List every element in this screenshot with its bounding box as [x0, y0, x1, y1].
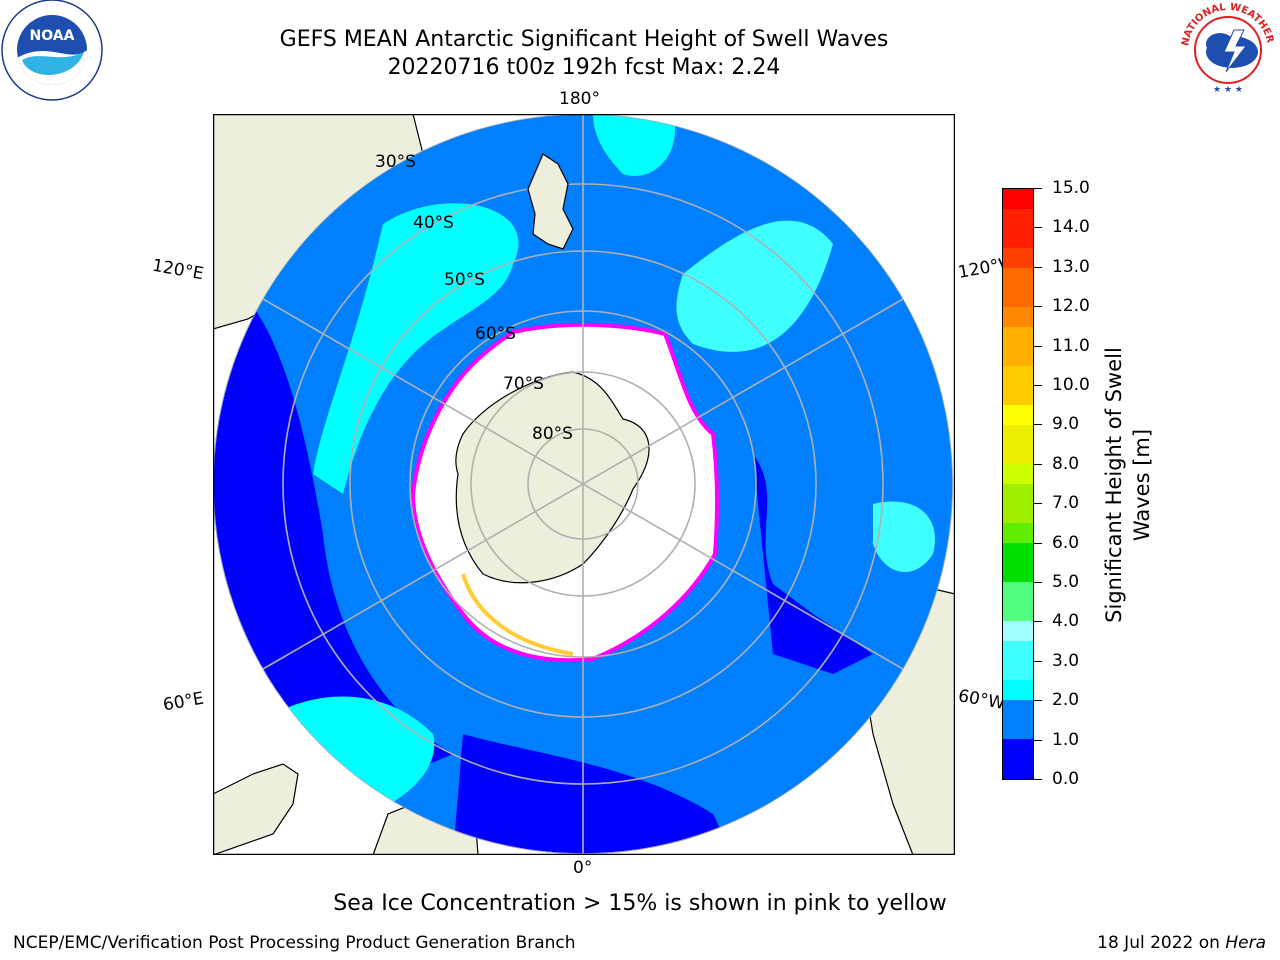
colorbar-tick	[1034, 266, 1042, 268]
colorbar-tick	[1034, 660, 1042, 662]
colorbar-segment	[1003, 719, 1033, 740]
lat-label-50s: 50°S	[444, 270, 485, 290]
lon-label-bottom: 0°	[573, 858, 593, 878]
footer-date: 18 Jul 2022 on Hera	[1097, 933, 1266, 953]
lon-label-top: 180°	[559, 89, 600, 109]
colorbar-tick	[1034, 542, 1042, 544]
colorbar-segment	[1003, 424, 1033, 445]
new-zealand-land	[527, 153, 574, 250]
footer-credit: NCEP/EMC/Verification Post Processing Pr…	[13, 933, 576, 953]
colorbar-tick	[1034, 306, 1042, 308]
colorbar-segment	[1003, 562, 1033, 583]
colorbar-segment	[1003, 208, 1033, 229]
colorbar-segment	[1003, 444, 1033, 465]
colorbar-tick-label: 4.0	[1052, 611, 1080, 632]
colorbar-tick-label: 9.0	[1052, 414, 1080, 435]
colorbar-segment	[1003, 306, 1033, 327]
noaa-logo-text: NOAA	[30, 28, 75, 44]
colorbar-segment	[1003, 365, 1033, 386]
title-line-1: GEFS MEAN Antarctic Significant Height o…	[279, 27, 889, 52]
colorbar-segment	[1003, 326, 1033, 347]
colorbar-segment	[1003, 680, 1033, 701]
colorbar-tick	[1034, 503, 1042, 505]
colorbar-tick	[1034, 739, 1042, 741]
colorbar-tick-label: 1.0	[1052, 729, 1080, 750]
swell-cyan-top	[593, 114, 675, 176]
colorbar-tick	[1034, 227, 1042, 229]
colorbar-segment	[1003, 523, 1033, 543]
colorbar-tick	[1034, 779, 1042, 780]
lat-label-40s: 40°S	[413, 213, 454, 233]
colorbar-tick	[1034, 345, 1042, 347]
swell-cyan-north	[313, 203, 519, 494]
colorbar-segment	[1003, 660, 1033, 681]
colorbar-segment	[1003, 542, 1033, 563]
colorbar-tick-label: 7.0	[1052, 493, 1080, 514]
lon-label-upper-left: 120°E	[150, 255, 206, 285]
colorbar-tick	[1034, 621, 1042, 623]
colorbar-segment	[1003, 189, 1033, 209]
colorbar-segment	[1003, 739, 1033, 760]
colorbar-segment	[1003, 759, 1033, 779]
colorbar-tick-label: 14.0	[1052, 217, 1090, 238]
chart-title: GEFS MEAN Antarctic Significant Height o…	[234, 26, 934, 82]
polar-map	[212, 113, 956, 856]
noaa-logo: NOAA	[0, 0, 104, 104]
colorbar-tick	[1034, 582, 1042, 583]
colorbar-segment	[1003, 287, 1033, 307]
colorbar-title: Significant Height of Swell Waves [m]	[1100, 325, 1156, 645]
colorbar-segment	[1003, 503, 1033, 524]
colorbar-tick-label: 3.0	[1052, 650, 1080, 671]
colorbar-segment	[1003, 621, 1033, 642]
lat-label-60s: 60°S	[475, 324, 516, 344]
sea-ice-caption: Sea Ice Concentration > 15% is shown in …	[333, 891, 947, 916]
colorbar-segment	[1003, 267, 1033, 288]
colorbar-tick-label: 12.0	[1052, 296, 1090, 317]
colorbar-tick	[1034, 463, 1042, 465]
footer-host: Hera	[1225, 933, 1266, 953]
title-line-2: 20220716 t00z 192h fcst Max: 2.24	[387, 55, 781, 80]
colorbar-segment	[1003, 601, 1033, 622]
colorbar-segment	[1003, 582, 1033, 602]
svg-text:★ ★ ★: ★ ★ ★	[1213, 85, 1243, 95]
colorbar-tick-label: 13.0	[1052, 256, 1090, 277]
colorbar-tick-label: 10.0	[1052, 375, 1090, 395]
colorbar-tick-label: 8.0	[1052, 453, 1080, 474]
colorbar-tick	[1034, 424, 1042, 426]
ocean-dark-east	[753, 454, 873, 674]
colorbar	[1002, 188, 1034, 780]
colorbar-segment	[1003, 641, 1033, 661]
footer-date-text: 18 Jul 2022 on	[1097, 933, 1226, 953]
lat-label-30s: 30°S	[375, 152, 416, 172]
lat-label-70s: 70°S	[503, 374, 544, 394]
swell-cyan-ne	[676, 220, 833, 352]
nws-logo: NATIONAL WEATHER SERVICE ★ ★ ★	[1172, 0, 1280, 104]
colorbar-title-line-1: Significant Height of Swell	[1102, 347, 1126, 623]
colorbar-tick-label: 5.0	[1052, 572, 1080, 592]
colorbar-segment	[1003, 247, 1033, 268]
colorbar-title-line-2: Waves [m]	[1130, 428, 1154, 542]
swell-cyan-east	[873, 501, 935, 573]
colorbar-segment	[1003, 346, 1033, 366]
colorbar-segment	[1003, 228, 1033, 248]
colorbar-tick	[1034, 188, 1042, 189]
lon-label-lower-left: 60°E	[161, 688, 206, 716]
colorbar-segment	[1003, 405, 1033, 425]
colorbar-segment	[1003, 700, 1033, 720]
colorbar-tick-label: 0.0	[1052, 769, 1080, 789]
colorbar-segment	[1003, 464, 1033, 484]
africa-land	[213, 763, 299, 855]
colorbar-tick-label: 15.0	[1052, 178, 1090, 198]
colorbar-tick-label: 2.0	[1052, 690, 1080, 711]
ocean-dark-south	[453, 734, 733, 854]
colorbar-tick-label: 11.0	[1052, 335, 1090, 356]
lat-label-80s: 80°S	[532, 424, 573, 444]
colorbar-segment	[1003, 483, 1033, 504]
lon-label-lower-right: 60°W	[956, 686, 1007, 714]
colorbar-segment	[1003, 385, 1033, 406]
colorbar-tick-label: 6.0	[1052, 532, 1080, 553]
colorbar-tick	[1034, 385, 1042, 386]
colorbar-tick	[1034, 700, 1042, 702]
